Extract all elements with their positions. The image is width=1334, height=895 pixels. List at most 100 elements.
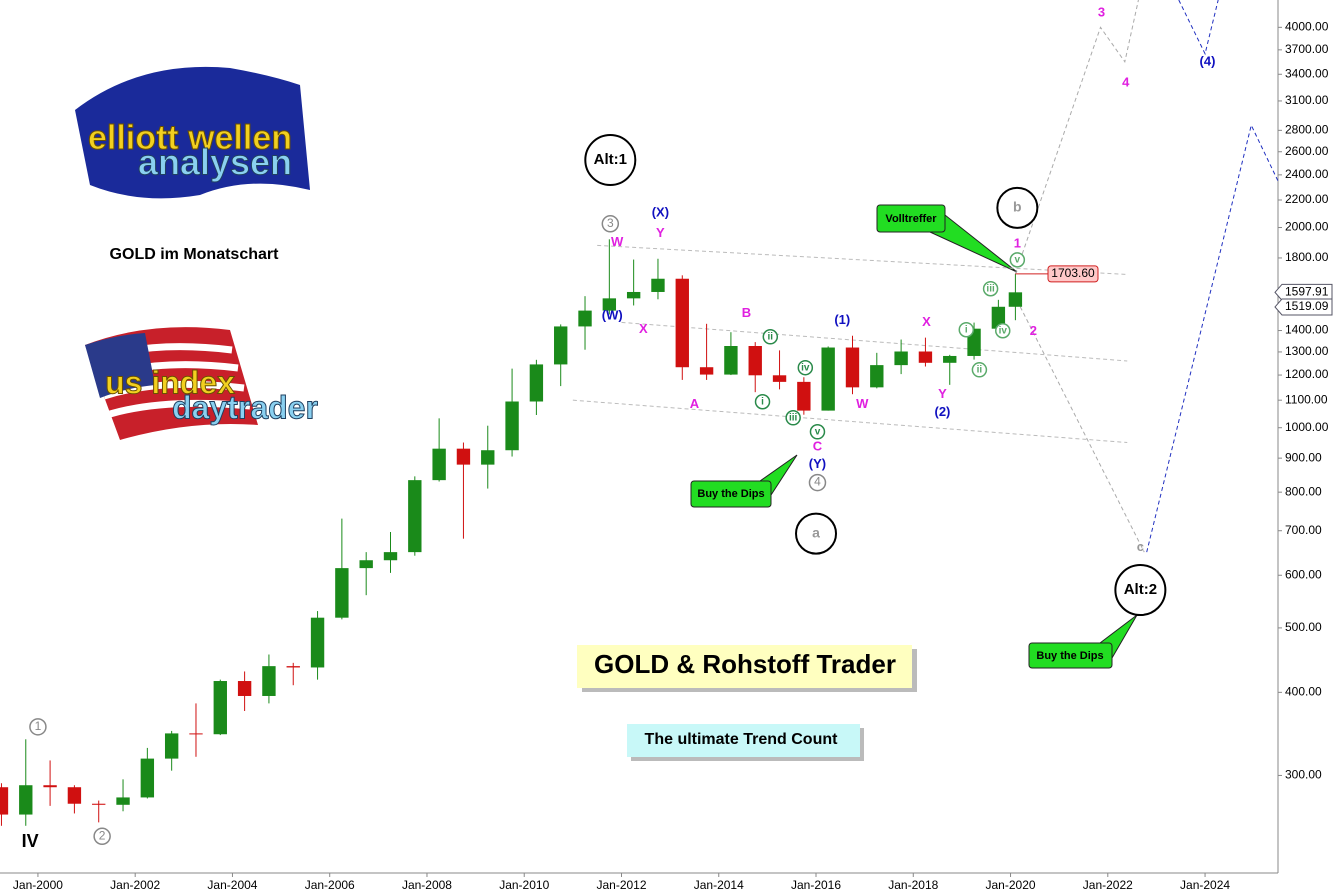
wave-label: W bbox=[611, 234, 624, 249]
candle-body bbox=[164, 733, 179, 759]
wave-label: iv bbox=[801, 362, 810, 373]
wave-circle bbox=[93, 827, 111, 846]
callout-text: Buy the Dips bbox=[1036, 650, 1103, 662]
wave-circle bbox=[982, 280, 999, 297]
wave-label: Y bbox=[656, 225, 665, 240]
chart-title: GOLD im Monatschart bbox=[110, 246, 280, 263]
x-tick-label: Jan-2000 bbox=[13, 878, 63, 892]
x-tick-label: Jan-2024 bbox=[1180, 878, 1230, 892]
x-tick-label: Jan-2022 bbox=[1083, 878, 1133, 892]
y-tick-label: 3700.00 bbox=[1285, 42, 1329, 56]
wave-label: 3 bbox=[1098, 4, 1105, 19]
candle-body bbox=[19, 785, 33, 815]
wave-circle bbox=[762, 329, 779, 345]
wave-label: iv bbox=[999, 325, 1008, 336]
x-tick-label: Jan-2008 bbox=[402, 878, 452, 892]
candle-body bbox=[578, 310, 592, 327]
candle-body bbox=[797, 381, 811, 411]
price-label: 1597.91 bbox=[1285, 285, 1329, 299]
wave-circle bbox=[785, 410, 801, 426]
y-tick-label: 2200.00 bbox=[1285, 192, 1329, 206]
wave-circle bbox=[1114, 564, 1167, 617]
candle-body bbox=[116, 797, 130, 805]
wave-label: c bbox=[1137, 539, 1144, 554]
wave-label: Y bbox=[938, 386, 947, 401]
wave-label: B bbox=[742, 305, 751, 320]
price-marker bbox=[1274, 283, 1333, 301]
candle-body bbox=[213, 681, 227, 735]
wave-label: ii bbox=[768, 331, 774, 342]
x-tick-label: Jan-2014 bbox=[694, 878, 744, 892]
candle-body bbox=[1008, 292, 1023, 307]
candle-body bbox=[92, 803, 106, 805]
wave-label: 4 bbox=[1122, 74, 1130, 89]
candle-body bbox=[748, 346, 762, 376]
candle-body bbox=[845, 347, 860, 388]
y-tick-label: 1400.00 bbox=[1285, 323, 1329, 337]
wave-circle bbox=[971, 362, 988, 378]
wave-label: 2 bbox=[99, 828, 106, 842]
candle-body bbox=[237, 681, 252, 696]
wave-label: (W) bbox=[602, 307, 623, 322]
wave-label: (4) bbox=[1200, 53, 1216, 68]
candle-body bbox=[529, 364, 544, 402]
wave-label: X bbox=[639, 321, 648, 336]
y-tick-label: 3400.00 bbox=[1285, 66, 1329, 80]
y-tick-label: 900.00 bbox=[1285, 450, 1322, 464]
candle-body bbox=[140, 758, 155, 798]
wave-label: iii bbox=[986, 283, 995, 294]
candle-body bbox=[554, 326, 568, 365]
trend-line bbox=[572, 399, 1128, 444]
x-tick-label: Jan-2002 bbox=[110, 878, 160, 892]
y-tick-label: 700.00 bbox=[1285, 523, 1322, 537]
wave-label: 2 bbox=[1030, 323, 1037, 338]
logo-us: us index daytrader bbox=[85, 327, 318, 440]
wave-label: i bbox=[965, 324, 968, 335]
wave-label: Alt:2 bbox=[1124, 581, 1157, 598]
wave-label: iii bbox=[789, 412, 798, 423]
candle-body bbox=[310, 617, 325, 668]
candle-body bbox=[359, 560, 373, 569]
candle-body bbox=[432, 448, 446, 481]
candle-body bbox=[724, 346, 738, 375]
wave-label: (Y) bbox=[809, 456, 826, 471]
wave-circle bbox=[601, 215, 620, 233]
wave-circle bbox=[1009, 252, 1026, 268]
logo-text: elliott wellen bbox=[88, 119, 292, 157]
price-label: 1703.60 bbox=[1051, 266, 1095, 280]
wave-label: b bbox=[1013, 199, 1022, 215]
wave-label: ii bbox=[977, 364, 983, 375]
wave-label: v bbox=[815, 426, 821, 437]
candle-body bbox=[286, 666, 300, 668]
candle-body bbox=[481, 450, 495, 465]
logo-text: daytrader bbox=[172, 389, 318, 425]
x-tick-label: Jan-2006 bbox=[305, 878, 355, 892]
headline-box bbox=[577, 645, 912, 688]
candle-body bbox=[67, 787, 82, 804]
x-tick-label: Jan-2012 bbox=[596, 878, 646, 892]
wave-label: A bbox=[690, 396, 700, 411]
candle-body bbox=[602, 298, 617, 311]
wave-circle bbox=[995, 322, 1011, 339]
candle-body bbox=[505, 401, 519, 451]
candle-body bbox=[408, 480, 422, 553]
y-tick-label: 2600.00 bbox=[1285, 144, 1329, 158]
candle-body bbox=[772, 375, 787, 382]
logo-text: us index bbox=[105, 364, 235, 400]
y-tick-label: 300.00 bbox=[1285, 768, 1322, 782]
logo-elliott: elliott wellen analysen bbox=[75, 66, 310, 199]
x-tick-label: Jan-2010 bbox=[499, 878, 549, 892]
wave-circle bbox=[29, 718, 47, 736]
x-tick-label: Jan-2004 bbox=[207, 878, 257, 892]
candle-body bbox=[821, 347, 835, 411]
trend-line bbox=[597, 244, 1128, 275]
wave-label: Alt:1 bbox=[594, 151, 627, 168]
candle-body bbox=[651, 278, 665, 292]
wave-label: 1 bbox=[1014, 235, 1021, 250]
wave-label: v bbox=[1015, 255, 1021, 266]
callout-text: Buy the Dips bbox=[697, 488, 764, 500]
y-tick-label: 500.00 bbox=[1285, 620, 1322, 634]
callout: Buy the Dips bbox=[690, 454, 798, 508]
trend-line bbox=[1019, 306, 1145, 553]
y-tick-label: 2000.00 bbox=[1285, 220, 1329, 234]
